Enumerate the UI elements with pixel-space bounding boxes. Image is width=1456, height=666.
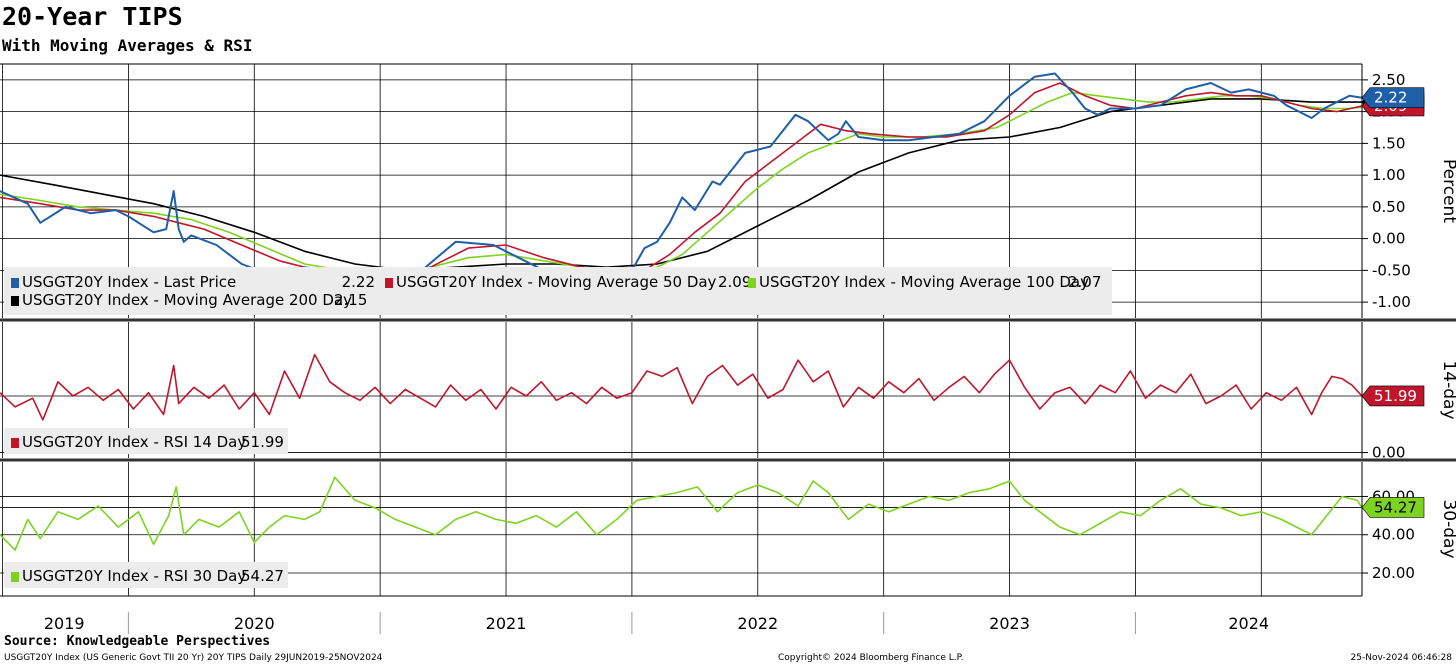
y-tick-label: -1.00 (1372, 293, 1411, 311)
copyright-note: Copyright© 2024 Bloomberg Finance L.P. (778, 653, 964, 663)
last-value-tag-label: 51.99 (1374, 387, 1417, 405)
y-axis-label: 14-day (1439, 360, 1456, 419)
legend-box (4, 428, 288, 454)
series-line-1-0 (0, 353, 1363, 421)
grid-layer (0, 64, 1362, 596)
y-tick-label: 1.50 (1372, 134, 1405, 152)
last-value-tag-label: 2.22 (1374, 89, 1407, 107)
legend-item: USGGT20Y Index - Moving Average 200 Day (11, 291, 352, 309)
legend-value: 2.09 (718, 273, 751, 291)
legend-label: USGGT20Y Index - Moving Average 200 Day (22, 291, 352, 309)
legend-item: USGGT20Y Index - RSI 30 Day (11, 567, 246, 585)
legend-item: USGGT20Y Index - RSI 14 Day (11, 433, 246, 451)
last-value-tag-bg (1361, 87, 1425, 108)
y-tick-label: 40.00 (1372, 526, 1415, 544)
legend-label: USGGT20Y Index - RSI 14 Day (22, 433, 246, 451)
y-tick-label: -0.50 (1372, 261, 1411, 279)
y-tick-label: 1.00 (1372, 166, 1405, 184)
legend-swatch (748, 278, 756, 288)
series-line-2-0 (0, 476, 1363, 551)
x-tick-label: 2022 (737, 614, 778, 633)
legend-item: USGGT20Y Index - Moving Average 100 Day (748, 273, 1089, 291)
last-value-tag-bg (1361, 385, 1425, 407)
legend-value: 2.07 (1068, 273, 1101, 291)
last-value-tag-label: 54.27 (1374, 498, 1417, 516)
source-note: Source: Knowledgeable Perspectives (4, 634, 271, 649)
series-line-0-0 (0, 72, 1363, 285)
chart-subtitle: With Moving Averages & RSI (2, 36, 253, 55)
axes-layer: 2.502.001.501.000.500.00-0.50-1.00Percen… (0, 63, 1456, 634)
chart-title: 20-Year TIPS (2, 2, 183, 31)
y-tick-label: 20.00 (1372, 564, 1415, 582)
y-axis-label: Percent (1439, 159, 1456, 223)
legend-label: USGGT20Y Index - RSI 30 Day (22, 567, 246, 585)
legend-swatch (385, 278, 393, 288)
legend-value: 2.22 (342, 273, 375, 291)
x-tick-label: 2020 (234, 614, 275, 633)
last-value-tag: 51.99 (1361, 385, 1425, 407)
last-value-tag-bg (1361, 497, 1425, 518)
y-tick-label: 2.50 (1372, 71, 1405, 89)
last-value-tag: 54.27 (1361, 497, 1425, 518)
timestamp: 25-Nov-2024 06:46:28 (1350, 653, 1452, 663)
legend-box (4, 267, 1112, 315)
x-tick-label: 2019 (44, 614, 85, 633)
legend-box (4, 562, 288, 588)
legend-swatch (11, 438, 19, 448)
legend-value: 2.15 (334, 291, 367, 309)
legend-layer: USGGT20Y Index - Last Price 2.22 USGGT20Y … (4, 267, 1112, 588)
y-axis-label: 30-day (1439, 499, 1456, 558)
legend-item: USGGT20Y Index - Moving Average 50 Day (385, 273, 717, 291)
ticker-info: USGGT20Y Index (US Generic Govt TII 20 Y… (4, 653, 383, 663)
y-tick-label: 0.50 (1372, 198, 1405, 216)
legend-label: USGGT20Y Index - Moving Average 100 Day (759, 273, 1089, 291)
legend-label: USGGT20Y Index - Moving Average 50 Day (396, 273, 717, 291)
last-value-tag: 2.22 (1361, 87, 1425, 108)
series-layer (0, 72, 1363, 551)
y-tick-label: 0.00 (1372, 444, 1405, 462)
chart-canvas: 2.502.001.501.000.500.00-0.50-1.00Percen… (0, 63, 1456, 634)
chart-header: 20-Year TIPS With Moving Averages & RSI (0, 0, 1456, 64)
x-tick-label: 2023 (989, 614, 1030, 633)
legend-label: USGGT20Y Index - Last Price (22, 273, 236, 291)
x-tick-label: 2024 (1228, 614, 1269, 633)
legend-value: 54.27 (241, 567, 284, 585)
series-line-0-1 (0, 82, 1363, 275)
legend-value: 51.99 (241, 433, 284, 451)
y-tick-label: 0.00 (1372, 230, 1405, 248)
legend-swatch (11, 572, 19, 582)
legend-item: USGGT20Y Index - Last Price (11, 273, 236, 291)
legend-swatch (11, 278, 19, 288)
series-line-0-2 (0, 91, 1363, 275)
x-tick-label: 2021 (486, 614, 527, 633)
legend-swatch (11, 296, 19, 306)
